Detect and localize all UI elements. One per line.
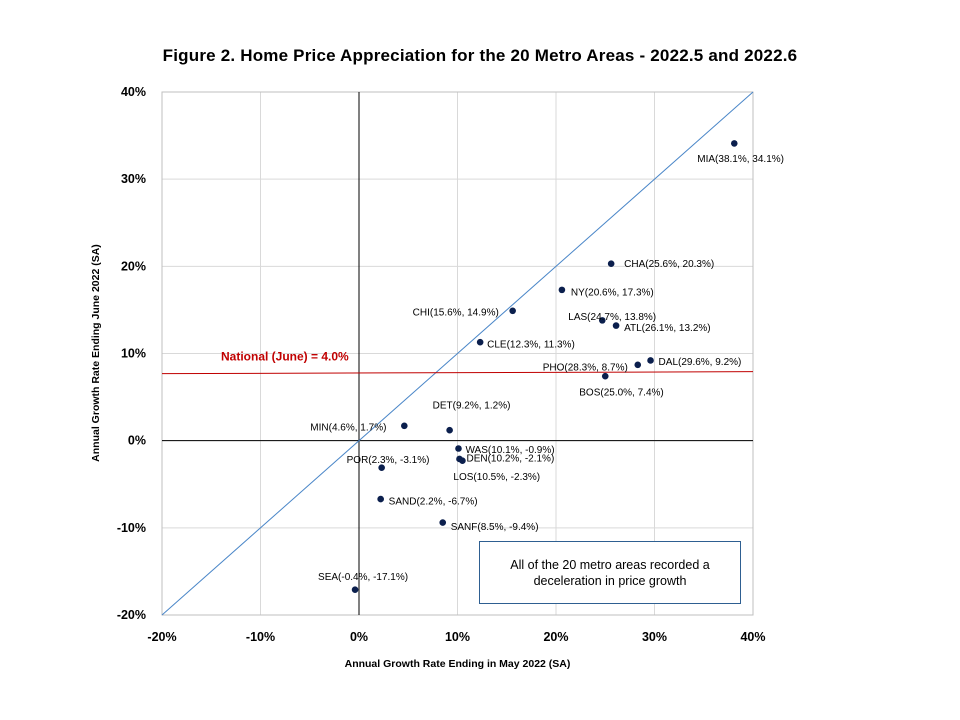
- x-tick-label: 30%: [642, 630, 667, 644]
- data-point: [476, 338, 484, 346]
- data-point-label: CHI(15.6%, 14.9%): [413, 307, 499, 318]
- y-tick-label: 40%: [121, 85, 146, 99]
- data-point-label: BOS(25.0%, 7.4%): [579, 388, 663, 399]
- x-tick-label: -10%: [246, 630, 275, 644]
- data-point: [730, 140, 738, 147]
- data-point-label: CHA(25.6%, 20.3%): [624, 259, 714, 270]
- data-points: [351, 140, 738, 594]
- y-tick-label: 20%: [121, 259, 146, 273]
- data-point-label: POR(2.3%, -3.1%): [347, 455, 430, 466]
- data-point-label: MIN(4.6%, 1.7%): [310, 422, 386, 433]
- y-tick-label: 0%: [128, 434, 146, 448]
- x-tick-label: 10%: [445, 630, 470, 644]
- data-point: [377, 495, 384, 503]
- data-point-label: ATL(26.1%, 13.2%): [624, 323, 711, 334]
- y-tick-label: -10%: [117, 521, 146, 535]
- x-tick-label: -20%: [147, 630, 176, 644]
- y-tick-label: -20%: [117, 608, 146, 622]
- data-point-label: DAL(29.6%, 9.2%): [659, 357, 742, 368]
- y-tick-label: 30%: [121, 172, 146, 186]
- national-line-label: National (June) = 4.0%: [221, 350, 349, 364]
- data-point: [647, 357, 654, 364]
- diagonal-line: [161, 91, 754, 616]
- data-point-label: DEN(10.2%, -2.1%): [466, 453, 554, 464]
- annotation-box: All of the 20 metro areas recorded a dec…: [479, 541, 741, 604]
- data-point-label: LOS(10.5%, -2.3%): [453, 472, 540, 483]
- data-point: [455, 445, 462, 452]
- data-point-label: WAS(10.1%, -0.9%): [465, 445, 554, 456]
- plot-area-border: [161, 91, 754, 616]
- x-tick-label: 20%: [543, 630, 568, 644]
- data-point: [558, 286, 566, 294]
- data-point: [439, 519, 447, 526]
- data-point: [401, 422, 408, 430]
- x-tick-label: 0%: [350, 630, 368, 644]
- data-point: [634, 361, 642, 369]
- data-point-label: SEA(-0.4%, -17.1%): [318, 572, 408, 583]
- axis-ticks: -20% -10% 0% 10% 20% 30% 40% -20% -10% 0% 10% 20% 30…: [117, 85, 766, 644]
- data-point-label: CLE(12.3%, 11.3%): [487, 340, 575, 351]
- data-point-label: MIA(38.1%, 34.1%): [697, 154, 784, 165]
- data-point: [446, 426, 453, 434]
- data-point-label: NY(20.6%, 17.3%): [571, 287, 654, 298]
- data-point-label: PHO(28.3%, 8.7%): [543, 362, 628, 373]
- data-point: [459, 457, 466, 465]
- data-point: [607, 260, 615, 268]
- y-axis-label: Annual Growth Rate Ending June 2022 (SA): [90, 244, 102, 462]
- data-point: [378, 464, 385, 471]
- data-point: [612, 322, 620, 329]
- chart-title: Figure 2. Home Price Appreciation for th…: [162, 46, 798, 65]
- data-labels: MIA(38.1%, 34.1%) CHA(25.6%, 20.3%) NY(20.…: [310, 154, 784, 583]
- data-point-label: SAND(2.2%, -6.7%): [389, 497, 478, 508]
- data-point: [601, 372, 609, 380]
- x-tick-label: 40%: [740, 630, 765, 644]
- reference-lines: National (June) = 4.0%: [161, 91, 754, 616]
- data-point-label: LAS(24.7%, 13.8%): [568, 312, 656, 323]
- data-point: [598, 317, 606, 324]
- x-axis-label: Annual Growth Rate Ending in May 2022 (S…: [344, 658, 571, 670]
- annotation-text: All of the 20 metro areas recorded a dec…: [510, 557, 710, 588]
- national-line: [161, 371, 754, 375]
- data-point-label: SANF(8.5%, -9.4%): [451, 522, 539, 533]
- data-point: [351, 586, 359, 594]
- y-tick-label: 10%: [121, 347, 146, 361]
- data-point-label: DET(9.2%, 1.2%): [433, 401, 511, 412]
- data-point: [509, 307, 516, 315]
